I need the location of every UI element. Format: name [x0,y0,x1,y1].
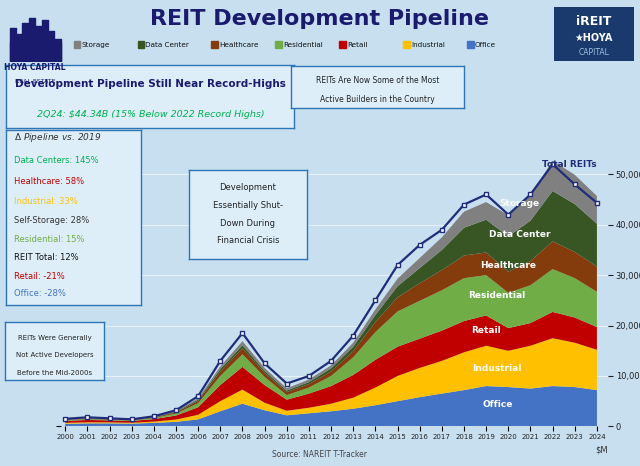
Text: Down During: Down During [221,219,275,228]
Text: Healthcare: Healthcare [480,260,536,270]
Text: Healthcare: Healthcare [219,42,259,48]
Text: Industrial: Industrial [472,364,522,373]
Text: Development: Development [220,183,276,192]
Text: Storage: Storage [499,199,540,207]
Text: Retail: Retail [347,42,367,48]
Text: Residential: Residential [468,291,526,300]
Text: Storage: Storage [81,42,109,48]
Text: Healthcare: 58%: Healthcare: 58% [15,178,84,186]
Text: Active Builders in the Country: Active Builders in the Country [320,95,435,104]
Text: $\Delta$ Pipeline vs. 2019: $\Delta$ Pipeline vs. 2019 [15,131,102,144]
Text: Retail: Retail [471,326,501,335]
Text: Industrial: Industrial [411,42,445,48]
Text: Data Center: Data Center [488,230,550,240]
Text: Not Active Developers: Not Active Developers [16,352,93,358]
Text: 2Q24: $44.34B (15% Below 2022 Record Highs): 2Q24: $44.34B (15% Below 2022 Record Hig… [36,110,264,119]
Text: CAPITAL: CAPITAL [578,48,609,56]
Text: $M: $M [595,446,608,455]
Text: iREIT: iREIT [576,15,611,28]
Text: Office: -28%: Office: -28% [15,289,67,298]
Text: REIT Total: 12%: REIT Total: 12% [15,253,79,261]
Text: ★HOYA: ★HOYA [575,33,612,43]
Text: Office: Office [482,400,513,409]
Text: Industrial: 33%: Industrial: 33% [15,197,78,206]
Text: HOYA CAPITAL: HOYA CAPITAL [4,63,66,72]
Text: Residential: 15%: Residential: 15% [15,235,85,244]
Text: REIT Development Pipeline: REIT Development Pipeline [150,9,490,29]
Text: Retail: -21%: Retail: -21% [15,272,65,281]
Text: Data Center: Data Center [145,42,189,48]
Text: REITs Were Generally: REITs Were Generally [18,335,92,341]
Text: Financial Crisis: Financial Crisis [217,236,279,246]
Text: REAL ESTATE: REAL ESTATE [15,79,56,84]
Text: Office: Office [475,42,496,48]
Text: Self-Storage: 28%: Self-Storage: 28% [15,216,90,225]
Text: Residential: Residential [283,42,323,48]
Text: Essentially Shut-: Essentially Shut- [213,201,283,210]
Text: Before the Mid-2000s: Before the Mid-2000s [17,370,92,376]
Text: Total REITs: Total REITs [541,160,596,169]
Text: Source: NAREIT T-Tracker: Source: NAREIT T-Tracker [273,450,367,459]
Text: Development Pipeline Still Near Record-Highs: Development Pipeline Still Near Record-H… [15,79,286,89]
Text: Data Centers: 145%: Data Centers: 145% [15,157,99,165]
Text: REITs Are Now Some of the Most: REITs Are Now Some of the Most [316,76,439,85]
